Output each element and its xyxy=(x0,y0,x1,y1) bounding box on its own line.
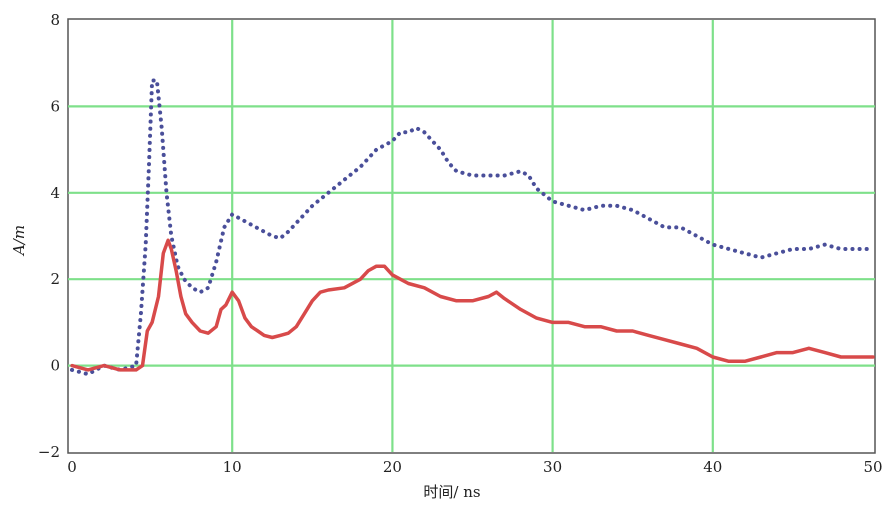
y-tick-label: 0 xyxy=(50,357,60,375)
x-tick-label: 20 xyxy=(383,458,402,476)
x-tick-label: 10 xyxy=(223,458,242,476)
series-layer xyxy=(70,78,875,377)
plot-frame xyxy=(67,18,876,454)
x-tick-label: 50 xyxy=(863,458,882,476)
y-tick-labels: −2 0 2 4 6 8 xyxy=(38,11,60,461)
y-tick-label: −2 xyxy=(38,443,60,461)
y-tick-label: 8 xyxy=(50,11,60,29)
grid xyxy=(68,20,875,452)
solid-series-line xyxy=(70,238,875,372)
x-tick-label: 40 xyxy=(703,458,722,476)
y-tick-label: 6 xyxy=(50,97,60,115)
x-axis-label: 时间/ ns xyxy=(423,483,480,501)
x-tick-labels: 0 10 20 30 40 50 xyxy=(67,458,882,476)
y-tick-label: 2 xyxy=(50,270,60,288)
y-tick-label: 4 xyxy=(50,184,60,202)
x-tick-label: 0 xyxy=(67,458,77,476)
x-tick-label: 30 xyxy=(543,458,562,476)
y-axis-label: A/m xyxy=(10,225,28,257)
